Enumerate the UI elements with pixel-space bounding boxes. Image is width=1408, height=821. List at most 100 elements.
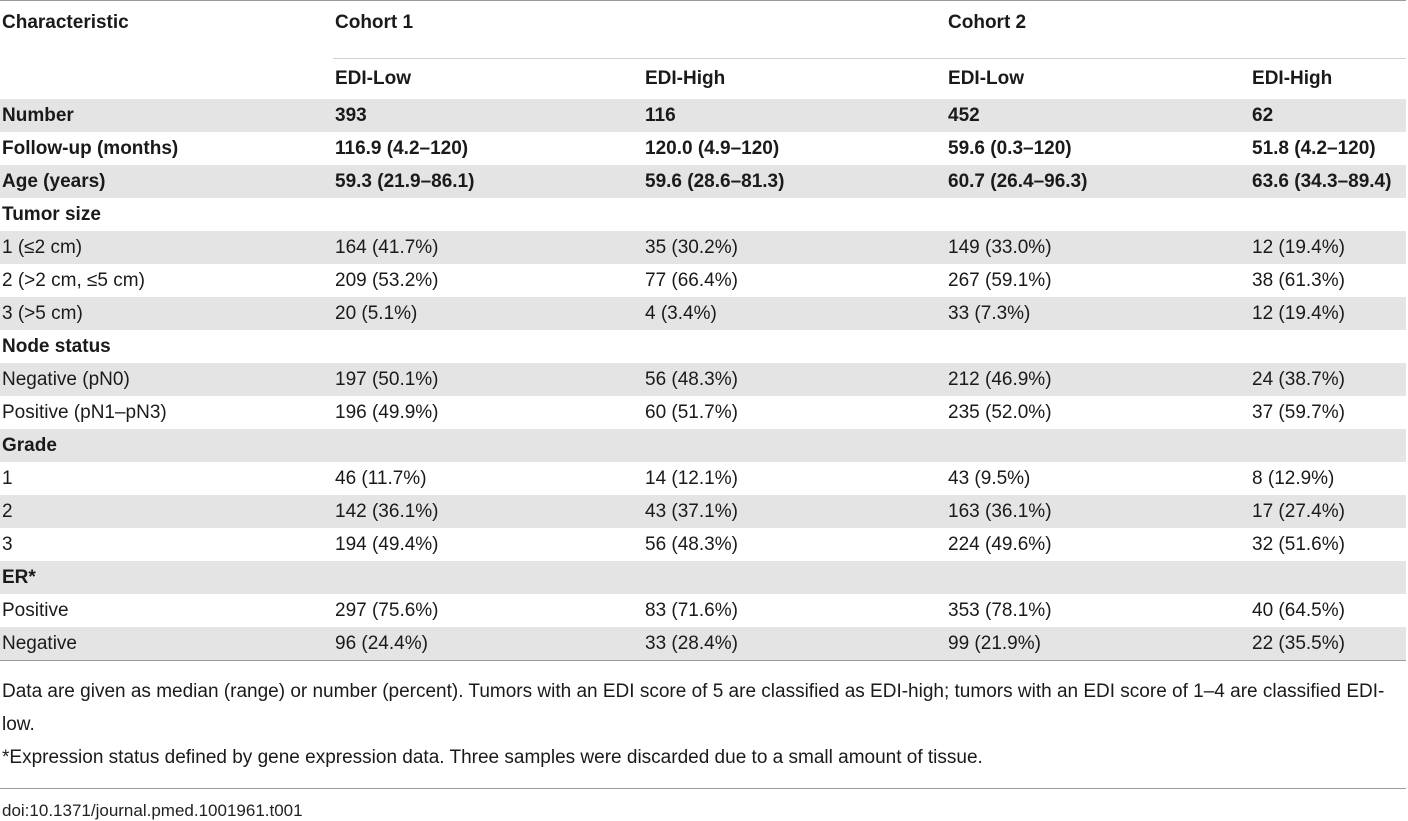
- header-cohort1-edi-low: EDI-Low: [335, 68, 411, 89]
- table-cell: [1250, 198, 1406, 231]
- table-cell: 235 (52.0%): [948, 401, 1052, 423]
- header-row-groups: EDI-Low EDI-High EDI-Low EDI-High: [0, 59, 1406, 100]
- header-row-cohorts: Characteristic Cohort 1 Cohort 2: [0, 0, 1407, 59]
- table-section-row: Tumor size: [0, 198, 1406, 231]
- table-cell: 353 (78.1%): [948, 599, 1052, 621]
- table-cell: 22 (35.5%): [1250, 627, 1407, 661]
- table-cell: 35 (30.2%): [643, 231, 947, 264]
- header-cohort-1: Cohort 1: [333, 0, 947, 59]
- table-cell: 60.7 (26.4–96.3): [946, 165, 1251, 198]
- row-label: Node status: [2, 335, 111, 357]
- table-section-row: Grade: [0, 429, 1407, 462]
- header-blank: [0, 59, 333, 100]
- table-cell: [1250, 561, 1407, 594]
- table-cell: 12 (19.4%): [1250, 231, 1407, 264]
- doi-divider: [0, 788, 1406, 789]
- table-cell: 393: [333, 99, 643, 132]
- row-label: 2 (>2 cm, ≤5 cm): [2, 269, 145, 291]
- header-cohort-2: Cohort 2: [946, 0, 1407, 59]
- table-row: 1 46 (11.7%) 14 (12.1%) 43 (9.5%) 8 (12.9%): [0, 462, 1406, 495]
- table-cell: [333, 429, 643, 462]
- table-cell: [946, 198, 1250, 231]
- table-cell: 62: [1250, 99, 1407, 132]
- table-cell: 24 (38.7%): [1250, 363, 1407, 396]
- table-cell: 43 (9.5%): [948, 467, 1031, 489]
- table-cell: [946, 429, 1251, 462]
- characteristics-table: Characteristic Cohort 1 Cohort 2 EDI-Low…: [0, 0, 1407, 661]
- table-cell: 8 (12.9%): [1252, 467, 1335, 489]
- table-cell: 164 (41.7%): [333, 231, 643, 264]
- table-cell: [643, 330, 946, 363]
- row-label: 1: [2, 467, 13, 489]
- table-cell: 197 (50.1%): [333, 363, 643, 396]
- row-label: Tumor size: [2, 203, 101, 225]
- table-cell: [643, 198, 946, 231]
- table-cell: 33 (7.3%): [946, 297, 1251, 330]
- table-cell: 43 (37.1%): [643, 495, 947, 528]
- table-cell: 32 (51.6%): [1252, 533, 1345, 555]
- footnote-er: *Expression status defined by gene expre…: [2, 747, 983, 768]
- table-cell: 20 (5.1%): [333, 297, 643, 330]
- header-cohort1-edi-high: EDI-High: [645, 68, 726, 89]
- footnote-data-description: Data are given as median (range) or numb…: [2, 681, 1385, 735]
- table-cell: 14 (12.1%): [645, 467, 738, 489]
- table-cell: 194 (49.4%): [335, 533, 439, 555]
- table-cell: [333, 561, 643, 594]
- table-section-row: ER*: [0, 561, 1407, 594]
- table-cell: 59.3 (21.9–86.1): [333, 165, 643, 198]
- table-cell: [643, 561, 947, 594]
- row-label: 1 (≤2 cm): [0, 231, 333, 264]
- table-cell: 83 (71.6%): [645, 599, 738, 621]
- table-cell: 116.9 (4.2–120): [335, 137, 469, 159]
- table-cell: 63.6 (34.3–89.4): [1250, 165, 1407, 198]
- table-cell: 4 (3.4%): [643, 297, 947, 330]
- table-cell: 37 (59.7%): [1252, 401, 1345, 423]
- table-cell: 212 (46.9%): [946, 363, 1251, 396]
- table-cell: 17 (27.4%): [1250, 495, 1407, 528]
- table-cell: 96 (24.4%): [333, 627, 643, 661]
- row-label: Number: [0, 99, 333, 132]
- table-cell: [1250, 429, 1407, 462]
- table-cell: 120.0 (4.9–120): [645, 137, 780, 159]
- table-cell: 99 (21.9%): [946, 627, 1251, 661]
- table-cell: 56 (48.3%): [645, 533, 738, 555]
- row-label: Negative: [0, 627, 333, 661]
- row-label: 2: [0, 495, 333, 528]
- table-cell: [946, 561, 1251, 594]
- table-cell: 33 (28.4%): [643, 627, 947, 661]
- table-body: Number 393 116 452 62 Follow-up (months) 116.9…: [0, 99, 1407, 661]
- row-label: 3: [2, 533, 13, 555]
- table-cell: [333, 330, 643, 363]
- table-section-row: Number 393 116 452 62: [0, 99, 1407, 132]
- table-cell: 40 (64.5%): [1252, 599, 1345, 621]
- table-row: 3 (>5 cm) 20 (5.1%) 4 (3.4%) 33 (7.3%) 12 (1…: [0, 297, 1407, 330]
- table-cell: 224 (49.6%): [948, 533, 1052, 555]
- table-section-row: Follow-up (months) 116.9 (4.2–120) 120.0 (…: [0, 132, 1406, 165]
- table-cell: 51.8 (4.2–120): [1252, 137, 1376, 159]
- table-row: 2 142 (36.1%) 43 (37.1%) 163 (36.1%) 17 (27.…: [0, 495, 1407, 528]
- header-cohort2-edi-high: EDI-High: [1252, 68, 1333, 89]
- table-cell: 77 (66.4%): [645, 269, 738, 291]
- table-row: 1 (≤2 cm) 164 (41.7%) 35 (30.2%) 149 (33.0%…: [0, 231, 1407, 264]
- table-cell: [946, 330, 1250, 363]
- table-cell: 267 (59.1%): [948, 269, 1052, 291]
- table-cell: [1250, 330, 1406, 363]
- table-row: Negative 96 (24.4%) 33 (28.4%) 99 (21.9%) 22…: [0, 627, 1407, 661]
- header-characteristic: Characteristic: [2, 12, 129, 33]
- table-cell: 209 (53.2%): [335, 269, 439, 291]
- row-label: Positive: [2, 599, 69, 621]
- table-cell: 12 (19.4%): [1250, 297, 1407, 330]
- doi-link[interactable]: doi:10.1371/journal.pmed.1001961.t001: [2, 801, 303, 820]
- table-cell: 46 (11.7%): [335, 467, 427, 489]
- table-cell: 196 (49.9%): [335, 401, 439, 423]
- row-label: Age (years): [0, 165, 333, 198]
- table-row: Positive (pN1–pN3) 196 (49.9%) 60 (51.7%) 2…: [0, 396, 1406, 429]
- table-cell: 59.6 (28.6–81.3): [643, 165, 947, 198]
- table-section-row: Node status: [0, 330, 1406, 363]
- table-row: 3 194 (49.4%) 56 (48.3%) 224 (49.6%) 32 (51.…: [0, 528, 1406, 561]
- table-cell: 59.6 (0.3–120): [948, 137, 1072, 159]
- table-row: 2 (>2 cm, ≤5 cm) 209 (53.2%) 77 (66.4%) 267…: [0, 264, 1406, 297]
- table-cell: [333, 198, 643, 231]
- table-cell: 142 (36.1%): [333, 495, 643, 528]
